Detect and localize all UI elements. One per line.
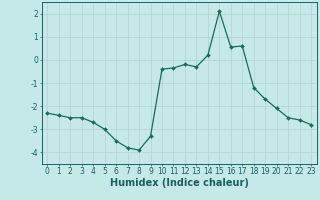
X-axis label: Humidex (Indice chaleur): Humidex (Indice chaleur): [110, 178, 249, 188]
